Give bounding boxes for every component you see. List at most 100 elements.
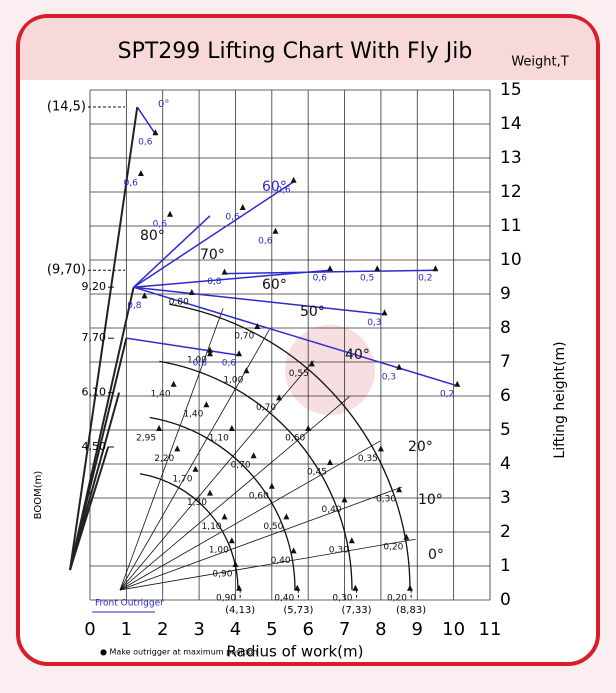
- y-tick-label: 5: [500, 420, 511, 440]
- load-marker: [381, 309, 388, 316]
- load-label: 1,10: [201, 522, 221, 532]
- load-marker: [348, 537, 355, 544]
- load-marker: [254, 323, 261, 329]
- load-label: 1,00: [187, 355, 207, 365]
- load-label: 0,40: [274, 593, 294, 603]
- x-tick-label: 10: [442, 619, 465, 640]
- load-marker: [396, 486, 403, 493]
- y-tick-label: 4: [500, 454, 511, 474]
- y-tick-label: 8: [500, 318, 511, 338]
- watermark: [285, 325, 375, 415]
- y-tick-label: 10: [500, 250, 522, 270]
- load-marker: [283, 513, 290, 520]
- load-label: 1,40: [183, 410, 203, 420]
- load-label: 0,6: [138, 138, 153, 148]
- load-label: 0,2: [418, 274, 432, 284]
- load-label: 0,30: [332, 593, 352, 603]
- load-label: 0,2: [440, 389, 454, 399]
- radius-label: (8,83): [396, 605, 426, 616]
- angle-label: 10°: [418, 492, 443, 508]
- radius-label: (4,13): [225, 605, 255, 616]
- load-label: 0,6: [222, 359, 237, 369]
- load-marker: [305, 425, 312, 431]
- load-marker: [239, 204, 246, 210]
- load-marker: [170, 380, 177, 387]
- fly-jib: [133, 269, 331, 288]
- angle-label: 60°: [262, 277, 287, 293]
- unit-label: Weight,T: [511, 55, 568, 70]
- load-marker: [290, 547, 297, 554]
- angle-label: 0°: [158, 99, 169, 110]
- load-label: 1,30: [187, 498, 207, 508]
- load-label: 2,20: [154, 454, 174, 464]
- load-marker: [156, 425, 163, 431]
- load-marker: [352, 584, 359, 591]
- height-label: (14,5): [47, 100, 86, 115]
- y-tick-label: 7: [500, 352, 511, 372]
- load-label: 0,3: [367, 318, 381, 328]
- load-marker: [167, 210, 173, 217]
- load-marker: [243, 367, 250, 374]
- angle-label: 70°: [200, 247, 225, 263]
- load-marker: [268, 482, 275, 489]
- angle-ray: [119, 538, 416, 591]
- load-marker: [276, 394, 283, 401]
- load-marker: [403, 533, 410, 540]
- angle-label: 40°: [345, 347, 370, 363]
- angle-label: 0°: [428, 547, 444, 563]
- radius-label: (7,33): [342, 605, 372, 616]
- y-tick-label: 9: [500, 284, 511, 304]
- load-label: 0,30: [376, 495, 396, 505]
- load-label: 0,3: [382, 372, 396, 382]
- load-marker: [454, 380, 461, 387]
- load-label: 0,8: [127, 301, 142, 311]
- load-marker: [341, 496, 348, 503]
- angle-label: 80°: [140, 228, 165, 244]
- load-label: 0,20: [383, 542, 403, 552]
- load-label: 0,45: [307, 468, 327, 478]
- load-label: 0,6: [258, 236, 273, 246]
- height-label: 6,10: [82, 386, 107, 399]
- load-label: 0,6: [153, 219, 168, 229]
- load-label: 0,60: [285, 434, 305, 444]
- x-tick-label: 9: [412, 619, 423, 640]
- y-tick-label: 15: [500, 80, 522, 100]
- y-tick-label: 11: [500, 216, 522, 236]
- x-tick-label: 0: [84, 619, 95, 640]
- load-marker: [207, 489, 213, 496]
- x-tick-label: 1: [121, 619, 132, 640]
- radius-label: (5,73): [283, 605, 313, 616]
- load-label: 0,5: [360, 274, 374, 284]
- y-tick-label: 3: [500, 488, 511, 508]
- fly-jib: [224, 269, 436, 275]
- load-label: 1,40: [151, 389, 171, 399]
- y-tick-label: 1: [500, 556, 511, 576]
- fly-jib: [133, 286, 458, 387]
- boom: [69, 337, 128, 571]
- y-tick-label: 2: [500, 522, 511, 542]
- load-marker: [327, 459, 333, 465]
- height-label: 9,20: [82, 280, 107, 293]
- load-marker: [432, 265, 439, 272]
- load-label: 0,70: [256, 403, 276, 413]
- load-label: 0,70: [231, 461, 251, 471]
- y-axis-label: Lifting height(m): [552, 341, 568, 458]
- load-label: 0,40: [271, 556, 291, 566]
- load-marker: [308, 360, 315, 367]
- load-label: 1,00: [223, 376, 243, 386]
- load-label: 0,6: [313, 274, 328, 284]
- chart-title: SPT299 Lifting Chart With Fly Jib: [118, 39, 473, 64]
- load-marker: [377, 445, 384, 452]
- load-marker: [232, 561, 239, 567]
- load-marker: [250, 452, 257, 459]
- load-label: 0,90: [212, 570, 232, 580]
- fly-jib: [133, 286, 385, 316]
- angle-ray: [119, 308, 224, 591]
- x-axis-label: Radius of work(m): [227, 643, 364, 661]
- load-label: 0,6: [276, 185, 291, 195]
- y-tick-label: 0: [500, 590, 511, 610]
- load-label: 0,50: [263, 522, 283, 532]
- plot: 0 1 2 3 4 5 6 7 8 9 10 110123456789101112131415Radi…: [33, 80, 568, 661]
- load-marker: [174, 445, 181, 452]
